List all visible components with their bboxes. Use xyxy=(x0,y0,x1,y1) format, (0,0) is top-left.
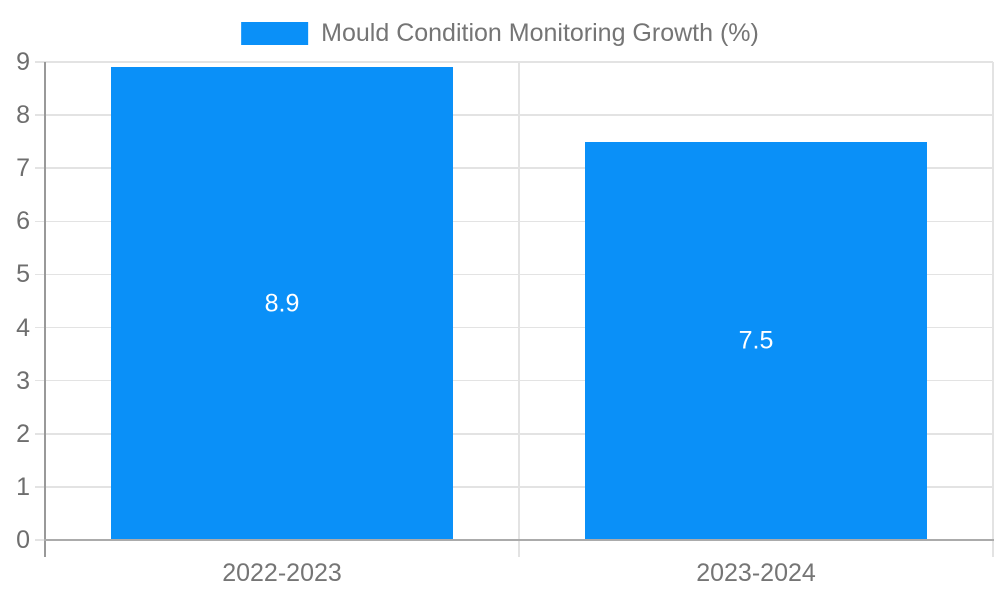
axis-tick xyxy=(35,539,45,541)
gridline xyxy=(35,114,993,116)
y-tick-label: 0 xyxy=(16,526,30,554)
gridline xyxy=(35,433,993,435)
bar-2022-2023[interactable]: 8.9 xyxy=(111,67,453,540)
category-boundary-line xyxy=(518,62,520,557)
y-tick-label: 1 xyxy=(16,472,30,501)
y-tick-label: 4 xyxy=(16,313,30,342)
x-axis-line xyxy=(44,539,994,541)
x-tick-label: 2023-2024 xyxy=(696,559,816,587)
y-tick-label: 7 xyxy=(16,154,30,183)
gridline xyxy=(35,486,993,488)
gridline xyxy=(35,167,993,169)
x-tick-label: 2022-2023 xyxy=(222,559,342,587)
y-tick-label: 6 xyxy=(16,207,30,236)
gridline xyxy=(35,379,993,382)
y-axis-labels: 0 1 2 3 4 5 6 7 8 9 xyxy=(0,48,30,554)
y-axis-line xyxy=(44,62,46,557)
gridline xyxy=(35,220,993,223)
bar-value-label: 8.9 xyxy=(264,289,300,318)
category-boundary-line xyxy=(992,62,994,557)
y-tick-label: 3 xyxy=(16,366,30,395)
bar-2023-2024[interactable]: 7.5 xyxy=(585,141,927,540)
gridline xyxy=(35,61,993,63)
y-tick-label: 9 xyxy=(16,48,30,76)
legend-label: Mould Condition Monitoring Growth (%) xyxy=(321,19,759,47)
plot-area: 8.9 7.5 xyxy=(35,61,994,557)
gridline xyxy=(35,326,993,329)
gridline xyxy=(35,273,993,276)
y-tick-label: 5 xyxy=(16,260,30,289)
bar-value-label: 7.5 xyxy=(738,326,774,355)
legend[interactable]: Mould Condition Monitoring Growth (%) xyxy=(241,19,759,48)
x-axis-labels: 2022-2023 2023-2024 xyxy=(45,558,993,590)
y-tick-label: 8 xyxy=(16,101,30,130)
y-tick-label: 2 xyxy=(16,419,30,448)
legend-swatch xyxy=(241,22,309,45)
